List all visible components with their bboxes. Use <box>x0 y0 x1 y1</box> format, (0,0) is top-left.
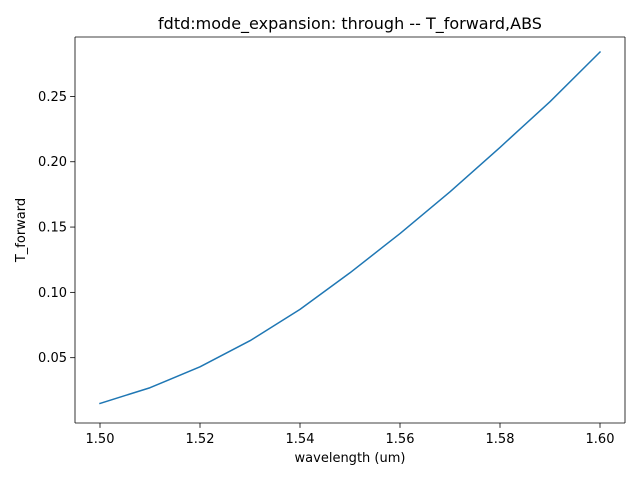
y-tick-label: 0.15 <box>38 221 67 236</box>
y-tick-label: 0.20 <box>38 155 67 170</box>
x-axis-ticks: 1.50 1.52 1.54 1.56 1.58 1.60 <box>86 423 615 447</box>
series-line <box>99 50 602 405</box>
plot-area <box>75 37 625 423</box>
x-tick-label: 1.50 <box>86 432 115 447</box>
x-tick-label: 1.52 <box>186 432 215 447</box>
y-axis-label: T_forward <box>14 198 29 263</box>
x-tick-label: 1.60 <box>586 432 615 447</box>
y-axis-ticks: 0.05 0.10 0.15 0.20 0.25 <box>38 90 75 366</box>
y-tick-label: 0.05 <box>38 351 67 366</box>
x-tick-label: 1.54 <box>286 432 315 447</box>
x-axis-label: wavelength (um) <box>295 451 406 466</box>
x-tick-label: 1.58 <box>486 432 515 447</box>
x-tick-label: 1.56 <box>386 432 415 447</box>
y-tick-label: 0.10 <box>38 286 67 301</box>
y-tick-label: 0.25 <box>38 90 67 105</box>
chart-title: fdtd:mode_expansion: through -- T_forwar… <box>158 14 542 34</box>
plot-frame <box>74 36 626 424</box>
